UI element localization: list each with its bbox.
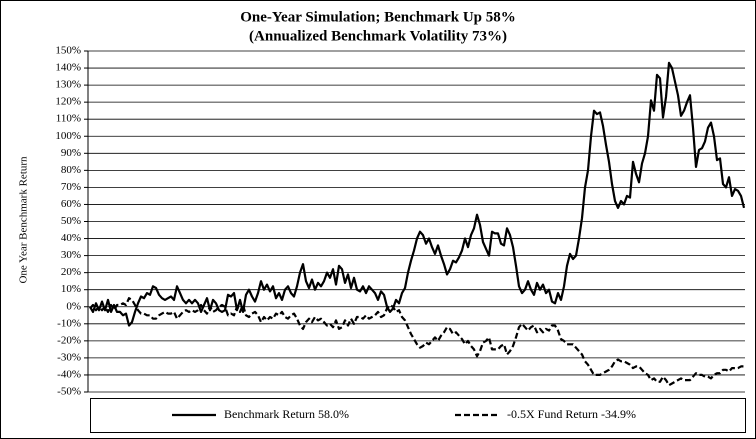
y-tick-label: 150% xyxy=(55,45,81,57)
y-tick-label: 0% xyxy=(66,300,81,312)
legend-label: -0.5X Fund Return -34.9% xyxy=(507,407,636,421)
y-tick-label: 10% xyxy=(61,283,81,295)
y-tick-label: -40% xyxy=(57,368,81,380)
y-tick-label: 20% xyxy=(61,266,81,278)
y-tick-label: 40% xyxy=(61,232,81,244)
y-tick-label: -20% xyxy=(57,334,81,346)
y-tick-label: 100% xyxy=(55,130,81,142)
y-tick-label: 60% xyxy=(61,198,81,210)
chart-title: One-Year Simulation; Benchmark Up 58% xyxy=(240,9,516,25)
legend-box xyxy=(90,398,746,433)
y-tick-label: 110% xyxy=(56,113,81,125)
y-tick-label: 120% xyxy=(55,96,81,108)
y-tick-label: 30% xyxy=(61,249,81,261)
chart-subtitle: (Annualized Benchmark Volatility 73%) xyxy=(249,28,507,44)
y-tick-label: 70% xyxy=(61,181,81,193)
y-tick-label: 50% xyxy=(61,215,81,227)
y-tick-label: 140% xyxy=(55,62,81,74)
y-tick-label: -10% xyxy=(57,317,81,329)
y-tick-label: 80% xyxy=(61,164,81,176)
y-tick-label: 130% xyxy=(55,79,81,91)
y-axis-label: One Year Benchmark Return xyxy=(18,156,30,284)
y-tick-label: -50% xyxy=(57,386,81,398)
legend-label: Benchmark Return 58.0% xyxy=(224,407,349,421)
y-tick-label: 90% xyxy=(61,147,81,159)
y-tick-label: -30% xyxy=(57,351,81,363)
series-line xyxy=(89,297,744,387)
series-line xyxy=(89,61,746,327)
